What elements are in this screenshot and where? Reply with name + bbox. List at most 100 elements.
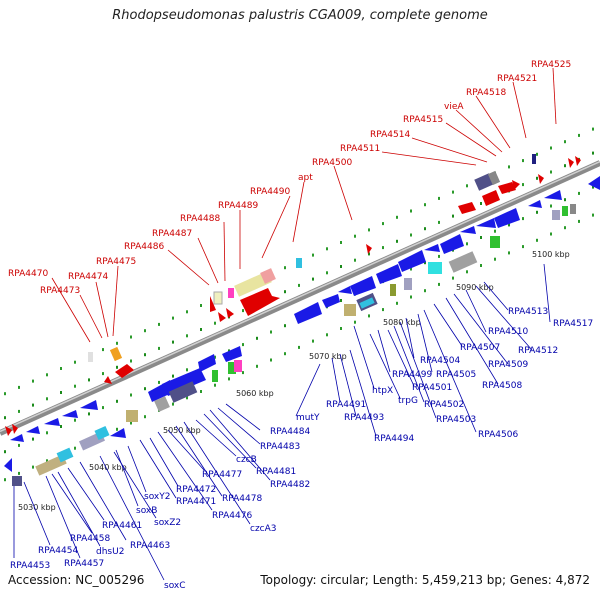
gene-label-RPA4508[interactable]: RPA4508 xyxy=(482,381,522,391)
gene-arrow-forward[interactable] xyxy=(568,158,574,168)
gene-label-apt[interactable]: apt xyxy=(298,173,313,183)
gene-label-RPA4500[interactable]: RPA4500 xyxy=(312,158,352,168)
gene-box[interactable] xyxy=(552,210,560,220)
gene-box[interactable] xyxy=(12,476,22,486)
gene-box[interactable] xyxy=(56,447,74,463)
gene-box[interactable] xyxy=(570,204,576,214)
gene-arrow-reverse[interactable] xyxy=(460,226,476,234)
gene-label-RPA4477[interactable]: RPA4477 xyxy=(202,470,242,480)
gene-box[interactable] xyxy=(126,410,138,422)
gene-label-RPA4489[interactable]: RPA4489 xyxy=(218,201,258,211)
gene-label-RPA4482[interactable]: RPA4482 xyxy=(270,480,310,490)
gene-label-RPA4486[interactable]: RPA4486 xyxy=(124,242,164,252)
gene-label-soxB[interactable]: soxB xyxy=(136,506,157,516)
gene-box[interactable] xyxy=(94,425,110,441)
gene-label-RPA4513[interactable]: RPA4513 xyxy=(508,307,548,317)
gene-label-RPA4509[interactable]: RPA4509 xyxy=(488,360,528,370)
gene-label-RPA4507[interactable]: RPA4507 xyxy=(460,343,500,353)
gene-box[interactable] xyxy=(260,268,276,284)
gene-box[interactable] xyxy=(212,370,218,382)
gene-arrow-reverse[interactable] xyxy=(588,176,600,190)
gene-box[interactable] xyxy=(490,236,500,248)
gene-label-soxC[interactable]: soxC xyxy=(164,581,186,591)
gene-label-RPA4521[interactable]: RPA4521 xyxy=(497,74,537,84)
gene-arrow-forward[interactable] xyxy=(240,288,280,316)
gene-label-czcA3[interactable]: czcA3 xyxy=(250,524,277,534)
gene-label-soxY2[interactable]: soxY2 xyxy=(144,492,170,502)
gene-label-RPA4505[interactable]: RPA4505 xyxy=(436,370,476,380)
gene-arrow-reverse[interactable] xyxy=(294,302,322,324)
gene-label-soxZ2[interactable]: soxZ2 xyxy=(154,518,181,528)
gene-label-RPA4476[interactable]: RPA4476 xyxy=(212,511,252,521)
gene-label-RPA4473[interactable]: RPA4473 xyxy=(40,286,80,296)
gene-box[interactable] xyxy=(213,291,223,305)
gene-label-RPA4488[interactable]: RPA4488 xyxy=(180,214,220,224)
gene-arrow-reverse[interactable] xyxy=(222,346,242,362)
gene-arrow-reverse[interactable] xyxy=(110,428,126,438)
gene-label-RPA4461[interactable]: RPA4461 xyxy=(102,521,142,531)
gene-arrow-reverse[interactable] xyxy=(10,434,24,442)
gene-label-RPA4483[interactable]: RPA4483 xyxy=(260,442,300,452)
gene-arrow-forward[interactable] xyxy=(104,376,112,384)
gene-arrow-reverse[interactable] xyxy=(26,426,40,434)
gene-box[interactable] xyxy=(428,262,442,274)
gene-arrow-reverse[interactable] xyxy=(62,410,78,418)
gene-label-RPA4457[interactable]: RPA4457 xyxy=(64,559,104,569)
gene-box[interactable] xyxy=(474,173,494,191)
gene-box[interactable] xyxy=(228,362,236,374)
gene-arrow-reverse[interactable] xyxy=(376,264,402,284)
gene-arrow-reverse[interactable] xyxy=(476,218,496,228)
gene-label-RPA4493[interactable]: RPA4493 xyxy=(344,413,384,423)
gene-box[interactable] xyxy=(154,396,170,412)
gene-arrow-forward[interactable] xyxy=(538,174,544,184)
gene-label-RPA4499[interactable]: RPA4499 xyxy=(392,370,432,380)
gene-label-RPA4501[interactable]: RPA4501 xyxy=(412,383,452,393)
gene-label-RPA4454[interactable]: RPA4454 xyxy=(38,546,78,556)
gene-label-RPA4474[interactable]: RPA4474 xyxy=(68,272,108,282)
gene-arrow-forward[interactable] xyxy=(210,296,216,312)
gene-box[interactable] xyxy=(562,206,568,216)
gene-arrow-reverse[interactable] xyxy=(398,250,426,272)
gene-label-htpX[interactable]: htpX xyxy=(372,386,393,396)
gene-box[interactable] xyxy=(109,346,123,362)
gene-label-RPA4502[interactable]: RPA4502 xyxy=(424,400,464,410)
gene-arrow-reverse[interactable] xyxy=(162,368,206,396)
gene-label-RPA4471[interactable]: RPA4471 xyxy=(176,497,216,507)
gene-label-RPA4487[interactable]: RPA4487 xyxy=(152,229,192,239)
gene-label-RPA4517[interactable]: RPA4517 xyxy=(553,319,593,329)
gene-arrow-reverse[interactable] xyxy=(350,276,376,296)
gene-label-RPA4525[interactable]: RPA4525 xyxy=(531,60,571,70)
gene-label-RPA4490[interactable]: RPA4490 xyxy=(250,187,290,197)
gene-label-RPA4491[interactable]: RPA4491 xyxy=(326,400,366,410)
gene-box[interactable] xyxy=(35,454,67,476)
gene-box[interactable] xyxy=(296,258,302,268)
gene-label-RPA4484[interactable]: RPA4484 xyxy=(270,427,310,437)
gene-arrow-reverse[interactable] xyxy=(338,286,352,294)
gene-arrow-reverse[interactable] xyxy=(198,354,216,372)
gene-arrow-forward[interactable] xyxy=(458,202,476,214)
gene-box[interactable] xyxy=(404,278,412,290)
gene-box[interactable] xyxy=(390,284,396,296)
gene-arrow-forward[interactable] xyxy=(482,190,500,206)
gene-box[interactable] xyxy=(487,170,501,186)
gene-label-RPA4511[interactable]: RPA4511 xyxy=(340,144,380,154)
gene-arrow-reverse[interactable] xyxy=(528,200,542,208)
gene-label-trpG[interactable]: trpG xyxy=(398,396,418,406)
gene-arrow-forward[interactable] xyxy=(5,426,12,436)
gene-arrow-reverse[interactable] xyxy=(80,400,98,410)
gene-arrow-forward[interactable] xyxy=(226,308,234,318)
gene-box[interactable] xyxy=(168,381,198,403)
gene-box[interactable] xyxy=(359,297,375,309)
gene-label-RPA4506[interactable]: RPA4506 xyxy=(478,430,518,440)
gene-arrow-forward[interactable] xyxy=(12,424,18,434)
gene-arrow-reverse[interactable] xyxy=(440,234,464,254)
gene-label-RPA4515[interactable]: RPA4515 xyxy=(403,115,443,125)
gene-arrow-reverse[interactable] xyxy=(494,208,520,228)
gene-label-RPA4463[interactable]: RPA4463 xyxy=(130,541,170,551)
gene-arrow-reverse[interactable] xyxy=(544,190,562,200)
gene-label-mutY[interactable]: mutY xyxy=(296,413,320,423)
gene-box[interactable] xyxy=(448,251,478,273)
gene-label-RPA4458[interactable]: RPA4458 xyxy=(70,534,110,544)
gene-label-RPA4504[interactable]: RPA4504 xyxy=(420,356,460,366)
gene-label-RPA4512[interactable]: RPA4512 xyxy=(518,346,558,356)
